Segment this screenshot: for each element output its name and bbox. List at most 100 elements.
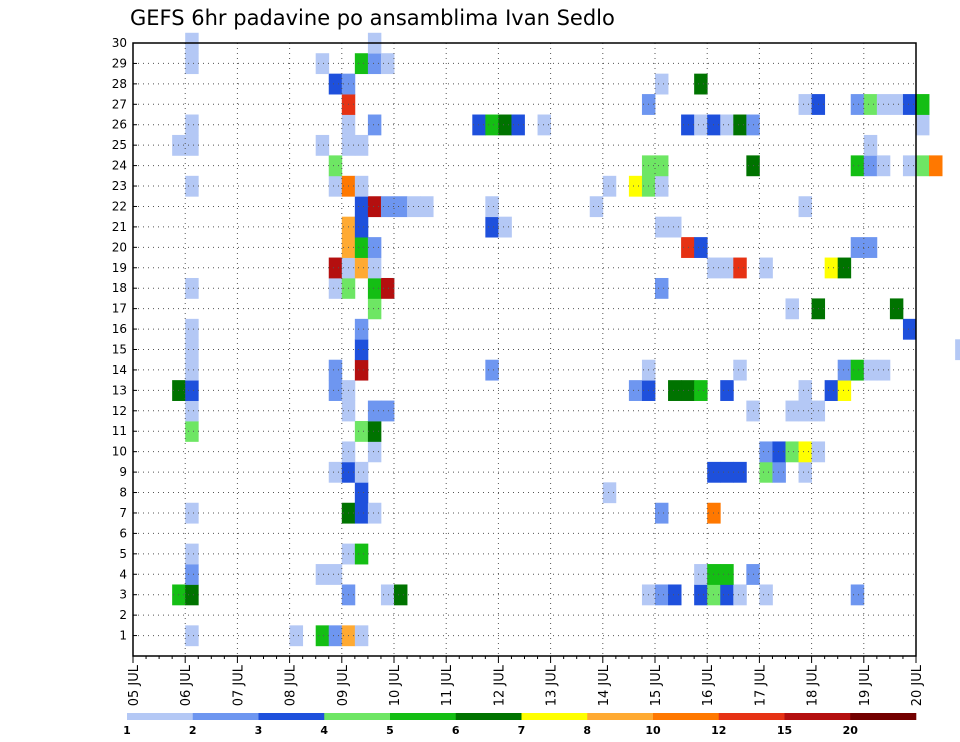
x-tick-label: 18 JUL bbox=[806, 664, 821, 706]
precip-cell bbox=[733, 584, 747, 606]
colorbar-segment bbox=[653, 713, 720, 720]
precip-cell bbox=[354, 196, 369, 218]
colorbar-segment bbox=[718, 713, 785, 720]
x-tick-label: 05 JUL bbox=[127, 664, 142, 706]
colorbar-label: 6 bbox=[452, 724, 460, 737]
precip-cell bbox=[837, 257, 852, 279]
precip-cell bbox=[655, 584, 669, 606]
precip-cell bbox=[602, 482, 617, 504]
colorbar-label: 4 bbox=[320, 724, 328, 737]
cells-layer bbox=[172, 32, 960, 647]
precip-cell bbox=[367, 400, 382, 422]
precip-cell bbox=[185, 114, 199, 136]
precip-cell bbox=[185, 380, 199, 401]
precip-cell bbox=[929, 155, 943, 177]
colorbar-label: 15 bbox=[777, 724, 792, 737]
chart-title: GEFS 6hr padavine po ansamblima Ivan Sed… bbox=[130, 6, 615, 30]
precip-cell bbox=[354, 53, 369, 75]
precip-cell bbox=[367, 237, 382, 258]
precip-cell bbox=[916, 94, 930, 115]
x-tick-label: 06 JUL bbox=[179, 664, 194, 706]
colorbar-segment bbox=[192, 713, 259, 720]
precip-cell bbox=[955, 339, 960, 361]
y-tick-label: 4 bbox=[119, 567, 127, 581]
precip-cell bbox=[694, 114, 708, 136]
precip-cell bbox=[863, 359, 878, 381]
precip-cell bbox=[902, 155, 917, 177]
precip-cell bbox=[589, 196, 604, 218]
precip-cell bbox=[694, 564, 708, 585]
precip-cell bbox=[720, 584, 734, 606]
precip-cell bbox=[733, 114, 747, 136]
precip-cell bbox=[185, 564, 199, 585]
precip-cell bbox=[694, 584, 708, 606]
x-tick-label: 16 JUL bbox=[701, 664, 716, 706]
precip-cell bbox=[354, 134, 369, 156]
precip-cell bbox=[354, 339, 369, 361]
y-tick-label: 22 bbox=[112, 199, 127, 213]
y-tick-label: 23 bbox=[112, 179, 127, 193]
precip-cell bbox=[863, 237, 878, 258]
precip-cell bbox=[185, 400, 199, 422]
colorbar-label: 5 bbox=[386, 724, 394, 737]
precip-cell bbox=[354, 461, 369, 483]
precip-cell bbox=[720, 114, 734, 136]
y-tick-label: 19 bbox=[112, 261, 127, 275]
precip-cell bbox=[394, 584, 408, 606]
precip-cell bbox=[798, 441, 812, 463]
precip-cell bbox=[837, 380, 852, 401]
precip-cell bbox=[354, 625, 369, 647]
precip-cell bbox=[380, 584, 395, 606]
precip-cell bbox=[328, 277, 343, 299]
y-tick-label: 1 bbox=[119, 629, 127, 643]
precip-cell bbox=[759, 584, 773, 606]
y-tick-label: 2 bbox=[119, 608, 127, 622]
colorbar-segment bbox=[850, 713, 917, 720]
precip-cell bbox=[367, 196, 382, 218]
precip-cell bbox=[367, 257, 382, 279]
precip-cell bbox=[785, 441, 799, 463]
colorbar-segment bbox=[587, 713, 654, 720]
precip-cell bbox=[798, 461, 812, 483]
precip-cell bbox=[185, 625, 199, 647]
precip-cell bbox=[354, 318, 369, 340]
precip-cell bbox=[863, 155, 878, 177]
precip-cell bbox=[367, 441, 382, 463]
precip-cell bbox=[785, 400, 799, 422]
precip-cell bbox=[720, 461, 734, 483]
precip-cell bbox=[380, 277, 395, 299]
colorbar-label: 10 bbox=[645, 724, 661, 737]
x-tick-label: 07 JUL bbox=[231, 664, 246, 706]
precip-cell bbox=[354, 543, 369, 565]
precip-cell bbox=[315, 53, 330, 75]
x-tick-label: 15 JUL bbox=[649, 664, 664, 706]
precip-cell bbox=[759, 461, 773, 483]
precip-cell bbox=[472, 114, 486, 136]
precip-cell bbox=[655, 155, 669, 177]
precip-cell bbox=[420, 196, 434, 218]
precip-cell bbox=[850, 94, 865, 115]
precip-cell bbox=[485, 359, 499, 381]
y-tick-label: 25 bbox=[112, 138, 127, 152]
y-tick-label: 29 bbox=[112, 56, 127, 70]
precip-cell bbox=[328, 175, 343, 197]
precip-cell bbox=[916, 155, 930, 177]
precip-cell bbox=[694, 380, 708, 401]
precip-cell bbox=[628, 175, 643, 197]
precip-cell bbox=[537, 114, 551, 136]
colorbar-segment bbox=[390, 713, 457, 720]
precip-cell bbox=[655, 175, 669, 197]
precip-cell bbox=[185, 339, 199, 361]
precip-cell bbox=[785, 298, 799, 320]
precip-cell bbox=[498, 216, 512, 238]
y-tick-label: 9 bbox=[119, 465, 127, 479]
y-tick-label: 27 bbox=[112, 97, 127, 111]
y-tick-label: 17 bbox=[112, 302, 127, 316]
precip-cell bbox=[315, 625, 330, 647]
colorbar-label: 7 bbox=[518, 724, 526, 737]
precip-cell bbox=[759, 257, 773, 279]
precip-cell bbox=[354, 237, 369, 258]
y-tick-label: 30 bbox=[112, 36, 127, 50]
precip-cell bbox=[354, 216, 369, 238]
